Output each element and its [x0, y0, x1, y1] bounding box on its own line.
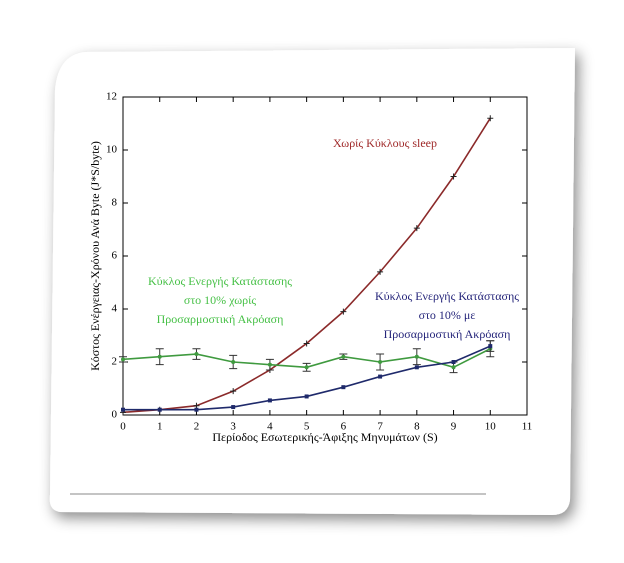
point	[157, 354, 162, 359]
x-axis-label: Περίοδος Εσωτερικής-Άφιξης Μηνυμάτων (S)	[212, 430, 437, 444]
x-tick-label: 11	[522, 421, 533, 433]
point	[414, 354, 419, 359]
point	[487, 115, 494, 122]
y-tick-label: 2	[112, 356, 118, 368]
series-label: Προσαρμοστική Ακρόαση	[384, 327, 511, 341]
series-label: Κύκλος Ενεργής Κατάστασης	[148, 274, 292, 288]
point	[231, 360, 236, 364]
x-tick-label: 6	[341, 421, 347, 433]
frame	[49, 48, 575, 515]
point	[304, 365, 309, 370]
x-tick-label: 2	[194, 421, 200, 433]
point	[413, 225, 420, 232]
point	[451, 360, 456, 364]
point	[157, 407, 162, 412]
y-tick-label: 6	[112, 250, 118, 262]
series-label: στο 10% χωρίς	[184, 293, 256, 307]
series-label: Κύκλος Ενεργής Κατάστασης	[375, 289, 519, 303]
x-tick-label: 5	[304, 421, 310, 433]
point	[488, 344, 493, 349]
y-tick-label: 8	[112, 197, 118, 209]
series-label: Χωρίς Κύκλους sleep	[333, 136, 437, 150]
point	[414, 365, 419, 370]
point	[267, 398, 272, 403]
x-tick-label: 0	[120, 421, 126, 433]
point	[378, 374, 383, 379]
point	[231, 405, 236, 410]
y-tick-label: 4	[112, 303, 118, 315]
x-tick-label: 3	[230, 421, 236, 433]
x-tick-label: 1	[157, 421, 163, 433]
point	[304, 394, 309, 399]
point	[121, 357, 125, 362]
point	[340, 308, 347, 315]
y-tick-label: 0	[112, 409, 118, 421]
x-tick-label: 4	[267, 421, 273, 433]
x-tick-label: 7	[377, 421, 383, 433]
point	[230, 388, 237, 395]
point	[377, 268, 384, 275]
point	[194, 352, 199, 357]
x-tick-label: 8	[414, 421, 420, 433]
series-label: Προσαρμοστική Ακρόαση	[157, 312, 284, 326]
point	[451, 365, 456, 370]
y-tick-label: 12	[106, 91, 117, 103]
point	[341, 354, 346, 359]
y-tick-label: 10	[106, 144, 118, 156]
series-label: στο 10% με	[419, 308, 476, 322]
point	[341, 385, 346, 390]
x-tick-label: 10	[485, 421, 497, 433]
x-tick-label: 9	[451, 421, 457, 433]
point	[378, 360, 383, 364]
y-axis-label: Κόστος Ενέργειας-Χρόνου Ανά Byte (J*S/by…	[88, 141, 102, 371]
point	[303, 340, 310, 347]
point	[194, 407, 199, 412]
point	[267, 362, 272, 367]
point	[121, 407, 125, 412]
point	[450, 173, 457, 180]
